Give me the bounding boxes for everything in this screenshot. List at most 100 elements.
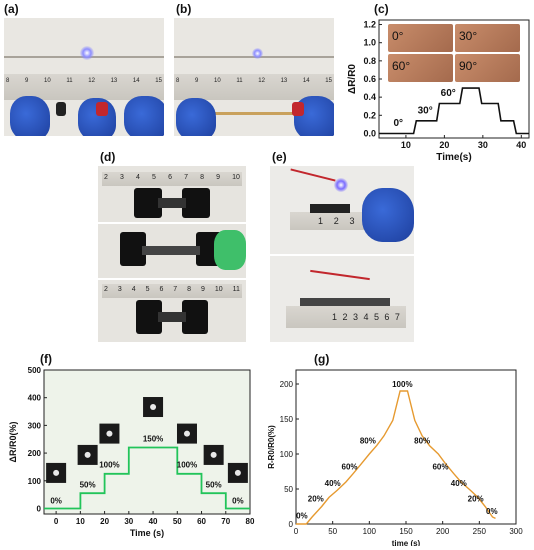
annotation-label: 50%: [80, 481, 96, 490]
x-tick-label: 100: [363, 527, 377, 536]
inset-label: 90°: [459, 59, 478, 73]
panel-label-b: (b): [176, 2, 192, 16]
step-photo-glow: [234, 469, 241, 476]
chart-f: 0 10 20 30 40 50 60 70 80 0 100 200 300 400 500 0% 50% 10…: [8, 366, 255, 538]
y-tick-label: 300: [28, 421, 42, 430]
step-photo-glow: [183, 430, 190, 437]
inset-photo: [388, 24, 453, 52]
y-tick-label: 1.2: [363, 20, 376, 30]
divider: [98, 222, 246, 224]
ruler-num: 11: [236, 78, 243, 84]
x-tick-label: 70: [221, 517, 230, 526]
annotation-label: 60°: [441, 88, 456, 99]
x-tick-label: 0: [54, 517, 59, 526]
annotation-label: 100%: [177, 460, 197, 469]
annotation-label: 50%: [206, 481, 222, 490]
y-tick-label: 0.4: [363, 92, 376, 102]
x-axis-label: time (s): [392, 539, 421, 546]
ruler-num: 8: [200, 174, 204, 181]
series-line: [44, 446, 250, 510]
binder-clip: [136, 300, 162, 334]
x-tick-label: 20: [100, 517, 109, 526]
ruler-num: 4: [136, 174, 140, 181]
inset-photo: [388, 54, 453, 82]
y-tick-label: 200: [280, 380, 294, 389]
ruler-num: 5: [373, 312, 379, 322]
stretched-sample: [300, 298, 390, 306]
sample: [158, 312, 186, 322]
ruler-num: 15: [325, 78, 332, 84]
glove-right: [124, 96, 164, 136]
x-tick-label: 40: [516, 140, 526, 150]
ruler: 8 9 10 11 12 13 14 15: [4, 74, 164, 100]
ruler-num: 8: [187, 286, 192, 293]
ruler-num: 12: [88, 78, 95, 84]
ruler-num: 8: [176, 78, 180, 84]
ruler-num: 15: [155, 78, 162, 84]
binder-clip: [134, 188, 162, 218]
sample: [158, 198, 186, 208]
ruler-num: 5: [152, 174, 156, 181]
x-tick-label: 30: [124, 517, 133, 526]
annotation-label: 30°: [418, 105, 433, 116]
ruler-num: 2: [104, 174, 108, 181]
ruler-num: 1: [332, 312, 338, 322]
y-tick-label: 0.8: [363, 56, 376, 66]
y-tick-label: 0.0: [363, 128, 376, 138]
glove-left: [10, 96, 50, 136]
x-axis-label: Time (s): [130, 528, 164, 538]
ruler-num: 12: [258, 78, 265, 84]
y-tick-label: 500: [28, 366, 42, 375]
y-tick-label: 100: [280, 450, 294, 459]
red-wire: [290, 168, 336, 182]
ruler-num: 10: [214, 78, 221, 84]
ruler-num: 14: [132, 78, 140, 84]
annotation-label: 0%: [296, 511, 308, 520]
plot-background: [44, 370, 250, 514]
x-tick-label: 50: [173, 517, 182, 526]
annotation-label: 80%: [360, 437, 376, 446]
step-photo-glow: [210, 451, 217, 458]
inset-photo: [455, 24, 520, 52]
ruler-num: 3: [120, 174, 124, 181]
step-photo-glow: [84, 451, 91, 458]
ruler-num: 13: [110, 78, 118, 84]
ruler-num: 11: [232, 286, 240, 293]
sample: [310, 204, 350, 213]
x-tick-label: 60: [197, 517, 206, 526]
ruler-num: 4: [131, 286, 136, 293]
x-tick-label: 50: [328, 527, 337, 536]
x-tick-label: 20: [439, 140, 449, 150]
y-tick-label: 150: [280, 415, 294, 424]
ruler-num: 1: [318, 216, 324, 226]
glove-left: [176, 98, 216, 136]
ruler-num: 2: [333, 216, 339, 226]
ruler-num: 13: [280, 78, 288, 84]
ruler-num: 10: [232, 174, 240, 181]
ruler: 2 3 4 5 6 7 8 9 10: [102, 172, 242, 186]
x-axis-label: Time(s): [436, 152, 471, 163]
divider: [270, 254, 414, 256]
binder-clip: [182, 300, 208, 334]
step-photo-glow: [106, 430, 113, 437]
ruler-num: 10: [44, 78, 51, 84]
ruler-num: 9: [216, 174, 221, 181]
inset-label: 60°: [392, 59, 411, 73]
ruler-num: 7: [173, 286, 178, 293]
y-tick-label: 0.2: [363, 110, 376, 120]
annotation-label: 0°: [393, 118, 403, 129]
ruler-num: 9: [25, 78, 29, 84]
y-axis-label: R-R0/R0(%): [267, 425, 276, 469]
panel-label-d: (d): [100, 150, 116, 164]
x-tick-label: 40: [149, 517, 158, 526]
sample-strip: [212, 112, 304, 115]
inset-label: 30°: [459, 29, 478, 43]
binder-clip: [120, 232, 146, 266]
x-tick-label: 300: [509, 527, 523, 536]
ruler: 8 9 10 11 12 13 14 15: [174, 74, 334, 100]
inset-photo: [455, 54, 520, 82]
series-line: [296, 390, 496, 525]
series-line: [379, 87, 529, 135]
annotation-label: 40%: [451, 479, 467, 488]
led-glow: [334, 178, 348, 192]
